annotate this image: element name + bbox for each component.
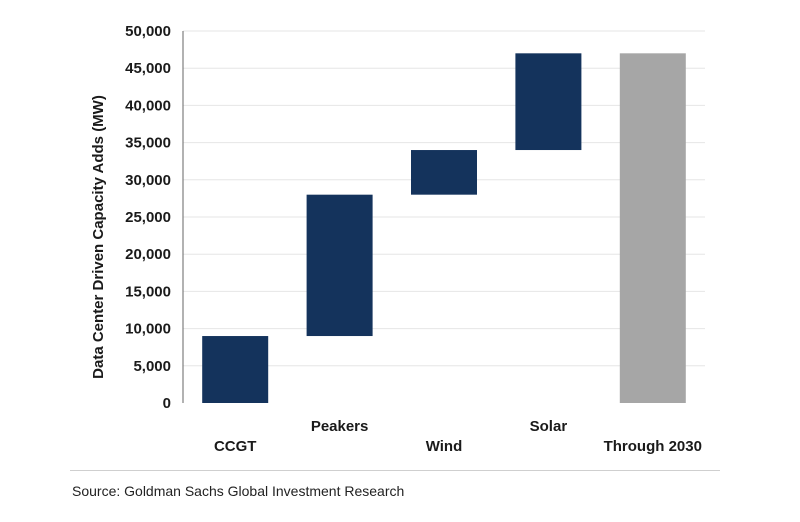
- waterfall-chart: 0 5,000 10,000 15,000 20,000 25,000 30,000 35,0…: [90, 23, 705, 455]
- source-note: Source: Goldman Sachs Global Investment …: [72, 483, 405, 499]
- x-category-label: Solar: [530, 418, 568, 435]
- y-tick-label: 45,000: [125, 60, 171, 77]
- x-category-label: Peakers: [311, 418, 369, 435]
- x-category-label: CCGT: [214, 438, 257, 455]
- bars: [202, 53, 686, 403]
- y-tick-label: 25,000: [125, 209, 171, 226]
- bar-ccgt: [202, 336, 269, 403]
- y-axis-ticks: 0 5,000 10,000 15,000 20,000 25,000 30,000 35,0…: [125, 23, 171, 412]
- bar-wind: [411, 150, 477, 195]
- bar-solar: [515, 53, 582, 151]
- x-category-label: Through 2030: [604, 438, 702, 455]
- y-tick-label: 40,000: [125, 97, 171, 114]
- y-tick-label: 0: [163, 395, 171, 412]
- y-tick-label: 5,000: [133, 358, 171, 375]
- y-tick-label: 15,000: [125, 283, 171, 300]
- source-divider: [70, 470, 720, 471]
- y-tick-label: 50,000: [125, 23, 171, 40]
- y-tick-label: 20,000: [125, 246, 171, 263]
- y-tick-label: 35,000: [125, 135, 171, 152]
- bar-peakers: [306, 194, 373, 337]
- bar-through-2030: [619, 53, 686, 403]
- x-category-label: Wind: [426, 438, 463, 455]
- category-labels: CCGT Peakers Wind Solar Through 2030: [214, 418, 702, 455]
- y-tick-label: 10,000: [125, 321, 171, 338]
- y-tick-label: 30,000: [125, 172, 171, 189]
- y-axis-title: Data Center Driven Capacity Adds (MW): [90, 95, 107, 379]
